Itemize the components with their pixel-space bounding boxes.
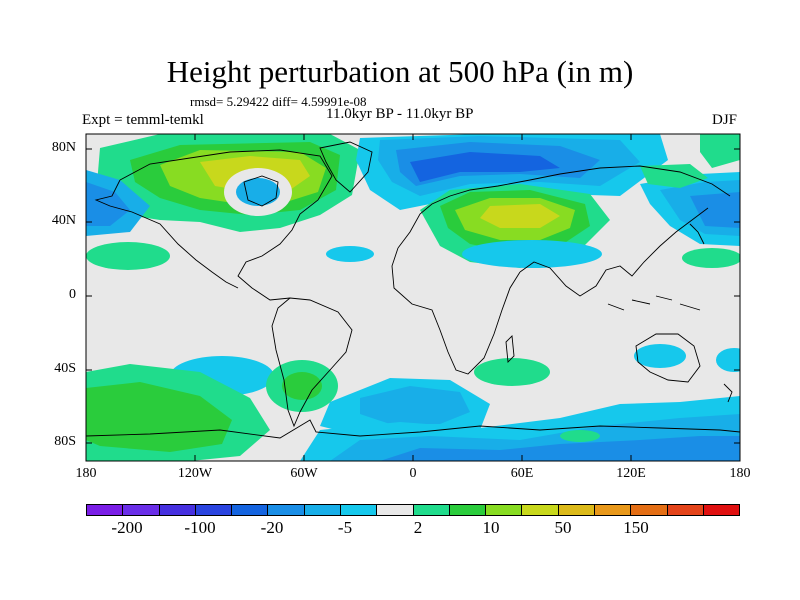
colorbar: [86, 504, 740, 516]
lon-label-120e: 120E: [616, 466, 646, 481]
coast-north-america-west: [94, 179, 239, 289]
coast-antarctica: [86, 419, 740, 439]
experiment-label: Expt = temml-temkl: [82, 112, 204, 128]
lat-label-40s: 40S: [54, 361, 76, 376]
anomaly-green: [86, 242, 170, 270]
colorbar-label: -100: [184, 518, 216, 537]
coast-south-asia: [519, 207, 709, 297]
coast-eurasia-north: [397, 165, 731, 249]
lon-label-180w: 180: [75, 466, 97, 481]
colorbar-swatch-1: [123, 505, 160, 515]
colorbar-swatch-5: [268, 505, 305, 515]
anomaly-blue: [380, 436, 740, 461]
colorbar-swatch-11: [486, 505, 523, 515]
colorbar-swatch-2: [159, 505, 196, 515]
coast-hudson-bay: [243, 175, 279, 207]
anomaly-cyan: [716, 348, 740, 372]
colorbar-swatch-10: [449, 505, 487, 515]
colorbar-swatch-16: [667, 505, 704, 515]
anomaly-green: [640, 164, 708, 188]
axis-ticks: [85, 134, 741, 461]
colorbar-swatch-9: [413, 505, 450, 515]
lon-label-180e: 180: [729, 466, 751, 481]
coast-greenland: [319, 141, 373, 193]
anomaly-yellow: [480, 204, 560, 228]
lon-label-60w: 60W: [290, 466, 318, 481]
period-label: 11.0kyr BP - 11.0kyr BP: [326, 106, 474, 122]
colorbar-swatch-6: [304, 505, 341, 515]
colorbar-swatch-13: [558, 505, 595, 515]
lat-label-80n: 80N: [51, 140, 76, 155]
colorbar-swatch-17: [703, 505, 740, 515]
coast-africa: [391, 247, 521, 375]
anomaly-green: [700, 134, 740, 168]
anomaly-blue: [86, 182, 130, 226]
anomaly-cyan: [326, 246, 374, 262]
lat-label-80s: 80S: [54, 434, 76, 449]
colorbar-swatch-8: [377, 505, 414, 515]
colorbar-swatch-0: [87, 505, 124, 515]
anomaly-cyan: [634, 344, 686, 368]
coast-japan: [689, 223, 705, 245]
contour-field: [86, 134, 740, 461]
colorbar-swatch-7: [340, 505, 378, 515]
anomaly-green: [682, 248, 740, 268]
lon-label-0: 0: [409, 466, 417, 481]
colorbar-label: -5: [337, 518, 353, 537]
anomaly-blue: [690, 192, 740, 228]
lat-label-0: 0: [69, 287, 76, 302]
colorbar-label: 150: [623, 518, 649, 537]
coast-new-zealand: [723, 383, 733, 403]
colorbar-label: 10: [482, 518, 500, 537]
coast-australia: [635, 333, 701, 383]
anomaly-cyan: [462, 240, 602, 268]
coast-indonesia: [607, 295, 701, 311]
lon-label-60e: 60E: [510, 466, 534, 481]
colorbar-swatch-4: [232, 505, 269, 515]
coast-south-america: [271, 297, 353, 428]
anomaly-green: [474, 358, 550, 386]
coast-madagascar: [505, 335, 515, 363]
season-label: DJF: [712, 112, 738, 128]
chart-title: Height perturbation at 500 hPa (in m): [166, 54, 634, 89]
lat-label-40n: 40N: [51, 213, 76, 228]
colorbar-label: -200: [111, 518, 143, 537]
coastlines: [86, 141, 740, 439]
stats-line: rmsd= 5.29422 diff= 4.59991e-08: [190, 94, 367, 109]
colorbar-swatch-3: [195, 505, 233, 515]
colorbar-swatch-15: [631, 505, 668, 515]
colorbar-label: -20: [260, 518, 284, 537]
anomaly-darkblue: [410, 152, 560, 182]
colorbar-label: 50: [554, 518, 572, 537]
anomaly-green: [560, 430, 600, 442]
anomaly-lightblue: [360, 386, 470, 424]
colorbar-swatch-12: [522, 505, 559, 515]
anomaly-green: [282, 372, 322, 400]
anomaly-blue: [236, 178, 280, 206]
colorbar-swatch-14: [594, 505, 632, 515]
colorbar-label: 2: [413, 518, 423, 537]
coast-north-america: [119, 149, 333, 301]
lon-label-120w: 120W: [177, 466, 213, 481]
